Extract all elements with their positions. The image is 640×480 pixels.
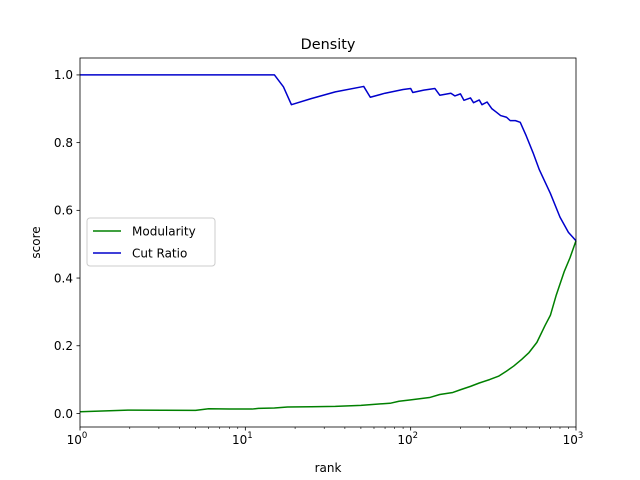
x-tick-label: 100 bbox=[67, 431, 88, 447]
legend-label-modularity: Modularity bbox=[132, 225, 196, 239]
x-tick-label: 103 bbox=[563, 431, 584, 447]
chart-title: Density bbox=[301, 37, 356, 53]
y-tick-label: 0.6 bbox=[54, 204, 73, 218]
plot-frame bbox=[79, 57, 577, 428]
y-tick-label: 0.4 bbox=[54, 271, 73, 285]
y-axis-label: score bbox=[29, 226, 43, 258]
series-line-cut-ratio bbox=[80, 74, 577, 242]
legend-label-cut-ratio: Cut Ratio bbox=[132, 247, 187, 261]
x-tick-label: 101 bbox=[232, 431, 253, 447]
x-axis-label: rank bbox=[315, 461, 342, 475]
series-line-modularity bbox=[79, 240, 577, 413]
series-layer bbox=[79, 74, 577, 413]
y-tick-label: 0.2 bbox=[54, 339, 73, 353]
x-tick-label: 102 bbox=[397, 431, 418, 447]
x-axis: 100 101 102 103 bbox=[67, 427, 584, 447]
legend: Modularity Cut Ratio bbox=[86, 217, 216, 267]
y-tick-label: 0.8 bbox=[54, 136, 73, 150]
y-axis: 0.0 0.2 0.4 0.6 0.8 1.0 bbox=[54, 68, 80, 421]
y-tick-label: 0.0 bbox=[54, 407, 73, 421]
legend-box bbox=[86, 217, 216, 267]
y-tick-label: 1.0 bbox=[54, 68, 73, 82]
